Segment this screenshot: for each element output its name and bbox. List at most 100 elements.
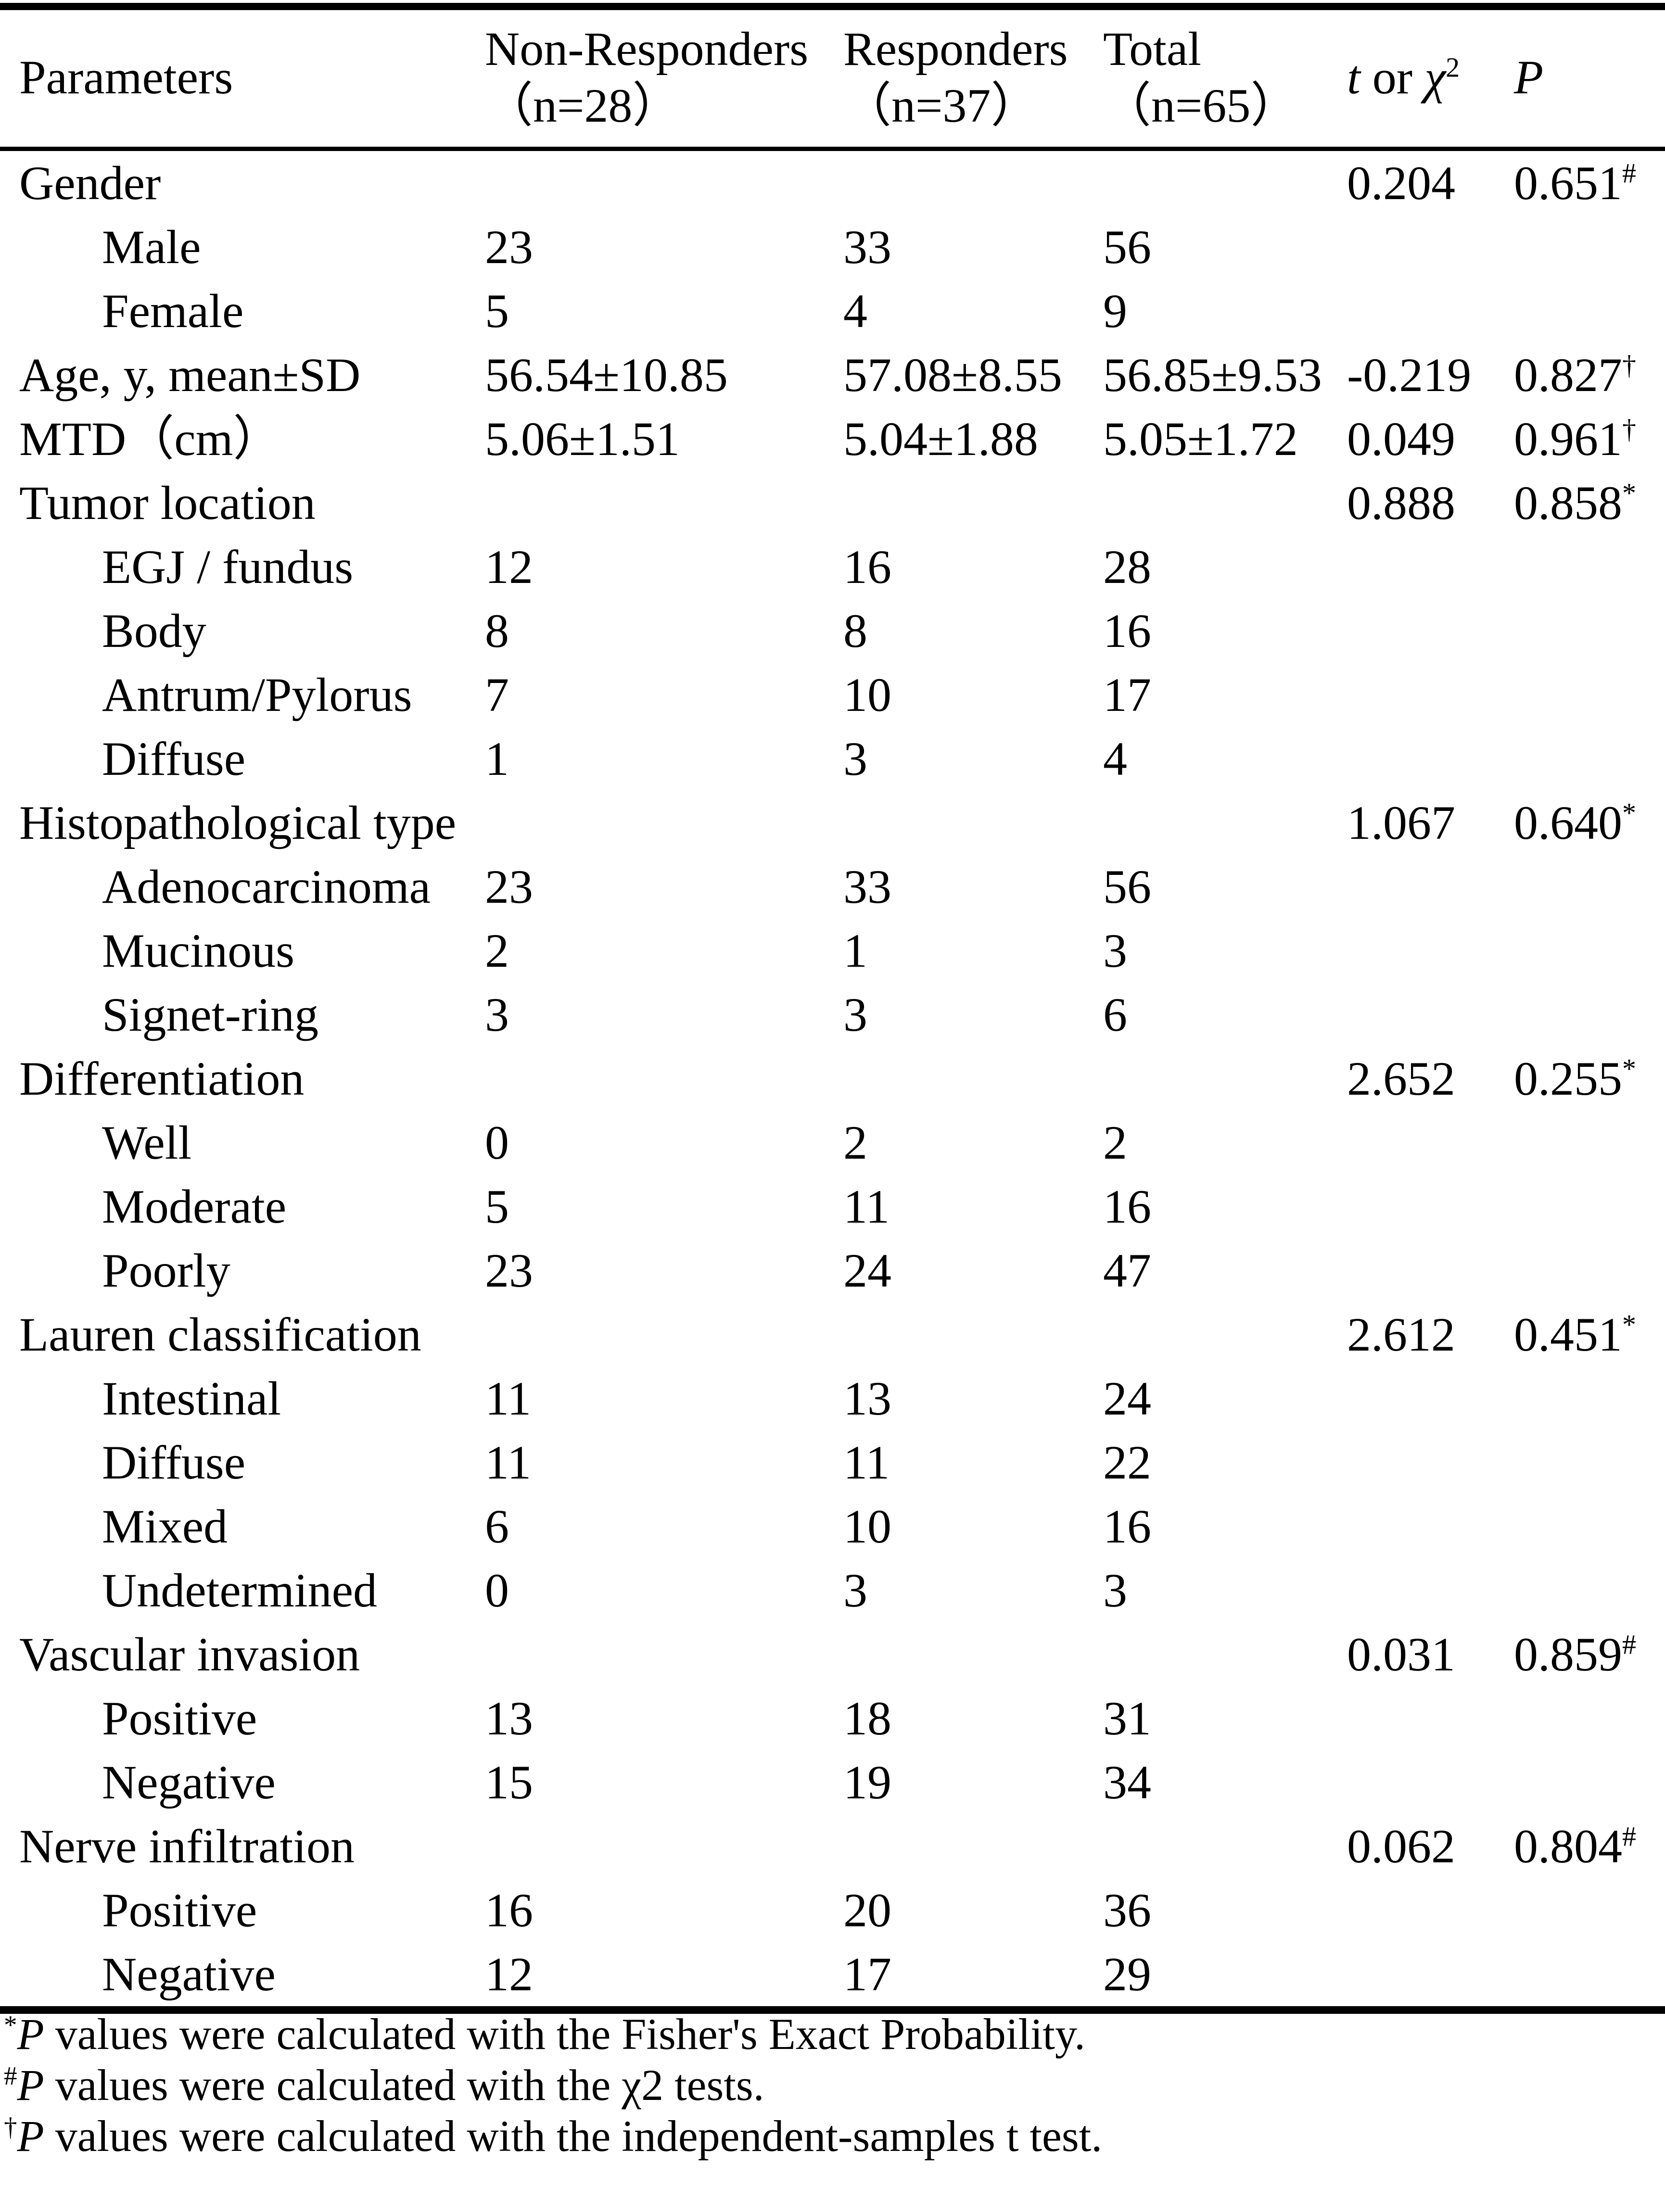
total-n: （n=65） — [1103, 79, 1299, 132]
statistic-cell — [1328, 279, 1499, 343]
table-row: Signet-ring 3 3 6 — [0, 983, 1665, 1047]
column-header-total: Total （n=65） — [1075, 6, 1328, 151]
p-value-cell: 0.651# — [1514, 156, 1636, 210]
table-row: Male 23 33 56 — [0, 215, 1665, 279]
parameter-cell: Undetermined — [102, 1563, 378, 1617]
non-responders-cell: 13 — [485, 1691, 533, 1745]
table-row: Mucinous 2 1 3 — [0, 919, 1665, 983]
footnote-marker: † — [4, 2112, 17, 2142]
non-responders-cell: 23 — [485, 220, 533, 274]
statistic-cell: 2.652 — [1347, 1051, 1455, 1105]
table-row: Positive 16 20 36 — [0, 1878, 1665, 1942]
table-row: Poorly 23 24 47 — [0, 1239, 1665, 1302]
responders-cell: 11 — [843, 1435, 890, 1489]
p-value-cell — [1499, 1494, 1665, 1558]
non-responders-cell: 56.54±10.85 — [485, 348, 728, 402]
table-row: Diffuse 11 11 22 — [0, 1430, 1665, 1494]
parameter-cell: Mixed — [102, 1499, 228, 1553]
table-body: Gender 0.204 0.651# Male 23 33 56 Female 5 4 9 Age,… — [0, 149, 1665, 2010]
parameters-label: Parameters — [19, 51, 233, 104]
parameter-cell: Negative — [102, 1947, 276, 2001]
p-value-cell — [1499, 663, 1665, 727]
p-value-marker: # — [1622, 157, 1636, 189]
total-cell — [1075, 149, 1328, 215]
non-responders-cell: 5 — [485, 1179, 509, 1233]
responders-cell: 16 — [843, 540, 891, 594]
non-responders-cell: 11 — [485, 1435, 532, 1489]
responders-cell: 1 — [843, 923, 867, 977]
non-responders-cell: 15 — [485, 1755, 533, 1809]
non-responders-cell: 0 — [485, 1115, 509, 1169]
statistic-cell: 0.062 — [1347, 1819, 1455, 1873]
table-row: EGJ / fundus 12 16 28 — [0, 535, 1665, 599]
p-value-marker: † — [1622, 413, 1636, 445]
non-responders-cell: 8 — [485, 604, 509, 657]
p-value-marker: * — [1622, 797, 1636, 829]
responders-cell: 13 — [843, 1371, 891, 1425]
column-header-non-responders: Non-Responders （n=28） — [457, 6, 815, 151]
non-responders-cell: 12 — [485, 540, 533, 594]
footnote-p-symbol: P — [17, 2111, 44, 2161]
total-cell: 17 — [1103, 668, 1151, 721]
p-value-marker: # — [1622, 1629, 1636, 1660]
table-row: Tumor location 0.888 0.858* — [0, 471, 1665, 535]
parameter-cell: Well — [102, 1115, 192, 1169]
table-row: Intestinal 11 13 24 — [0, 1366, 1665, 1430]
table-row: Moderate 5 11 16 — [0, 1175, 1665, 1239]
non-responders-cell: 5 — [485, 284, 509, 338]
clinicopathological-table: Parameters Non-Responders （n=28） Respond… — [0, 3, 1665, 2014]
responders-cell: 33 — [843, 860, 891, 913]
total-cell: 3 — [1103, 1563, 1127, 1617]
statistic-cell: 0.031 — [1347, 1627, 1455, 1681]
parameter-cell: Male — [102, 220, 201, 274]
p-value-cell — [1499, 983, 1665, 1047]
footnote-marker: # — [4, 2061, 17, 2091]
total-cell: 2 — [1103, 1115, 1127, 1169]
responders-cell: 8 — [843, 604, 867, 657]
non-responders-cell: 12 — [485, 1947, 533, 2001]
p-value-marker: * — [1622, 477, 1636, 509]
non-responders-cell: 2 — [485, 923, 509, 977]
non-responders-cell: 5.06±1.51 — [485, 412, 680, 466]
parameter-cell: Gender — [19, 156, 161, 210]
statistic-cell — [1328, 1558, 1499, 1622]
total-cell: 3 — [1103, 923, 1127, 977]
total-cell — [1075, 791, 1328, 855]
responders-cell: 18 — [843, 1691, 891, 1745]
non-responders-cell: 11 — [485, 1371, 532, 1425]
table-row: MTD（cm） 5.06±1.51 5.04±1.88 5.05±1.72 0.049 0… — [0, 407, 1665, 471]
table-row: Antrum/Pylorus 7 10 17 — [0, 663, 1665, 727]
footnote-text: values were calculated with the Fisher's… — [44, 2010, 1085, 2059]
non-responders-label: Non-Responders — [485, 22, 809, 76]
parameter-cell: Signet-ring — [102, 987, 318, 1041]
responders-cell — [815, 1302, 1075, 1366]
table-row: Negative 12 17 29 — [0, 1942, 1665, 2010]
non-responders-cell — [457, 1047, 815, 1111]
responders-cell: 3 — [843, 1563, 867, 1617]
table-row: Undetermined 0 3 3 — [0, 1558, 1665, 1622]
statistic-cell: 1.067 — [1347, 796, 1455, 849]
table-row: Well 0 2 2 — [0, 1111, 1665, 1175]
p-value-marker: † — [1622, 349, 1636, 381]
parameter-cell: Diffuse — [102, 732, 246, 785]
p-value-cell: 0.255* — [1514, 1051, 1636, 1105]
total-cell: 4 — [1103, 732, 1127, 785]
table-row: Vascular invasion 0.031 0.859# — [0, 1622, 1665, 1686]
responders-cell: 10 — [843, 1499, 891, 1553]
non-responders-cell: 0 — [485, 1563, 509, 1617]
table-row: Positive 13 18 31 — [0, 1686, 1665, 1750]
parameter-cell: Positive — [102, 1691, 257, 1745]
t-symbol: t — [1347, 51, 1360, 104]
total-cell — [1075, 471, 1328, 535]
parameter-cell: Poorly — [102, 1243, 230, 1297]
non-responders-cell — [457, 471, 815, 535]
non-responders-cell — [457, 1622, 815, 1686]
responders-cell: 3 — [843, 732, 867, 785]
p-value-cell: 0.858* — [1514, 476, 1636, 530]
total-label: Total — [1103, 22, 1202, 76]
responders-n: （n=37） — [843, 79, 1039, 132]
statistic-cell — [1328, 1111, 1499, 1175]
table-row: Mixed 6 10 16 — [0, 1494, 1665, 1558]
p-value-marker: * — [1622, 1053, 1636, 1085]
